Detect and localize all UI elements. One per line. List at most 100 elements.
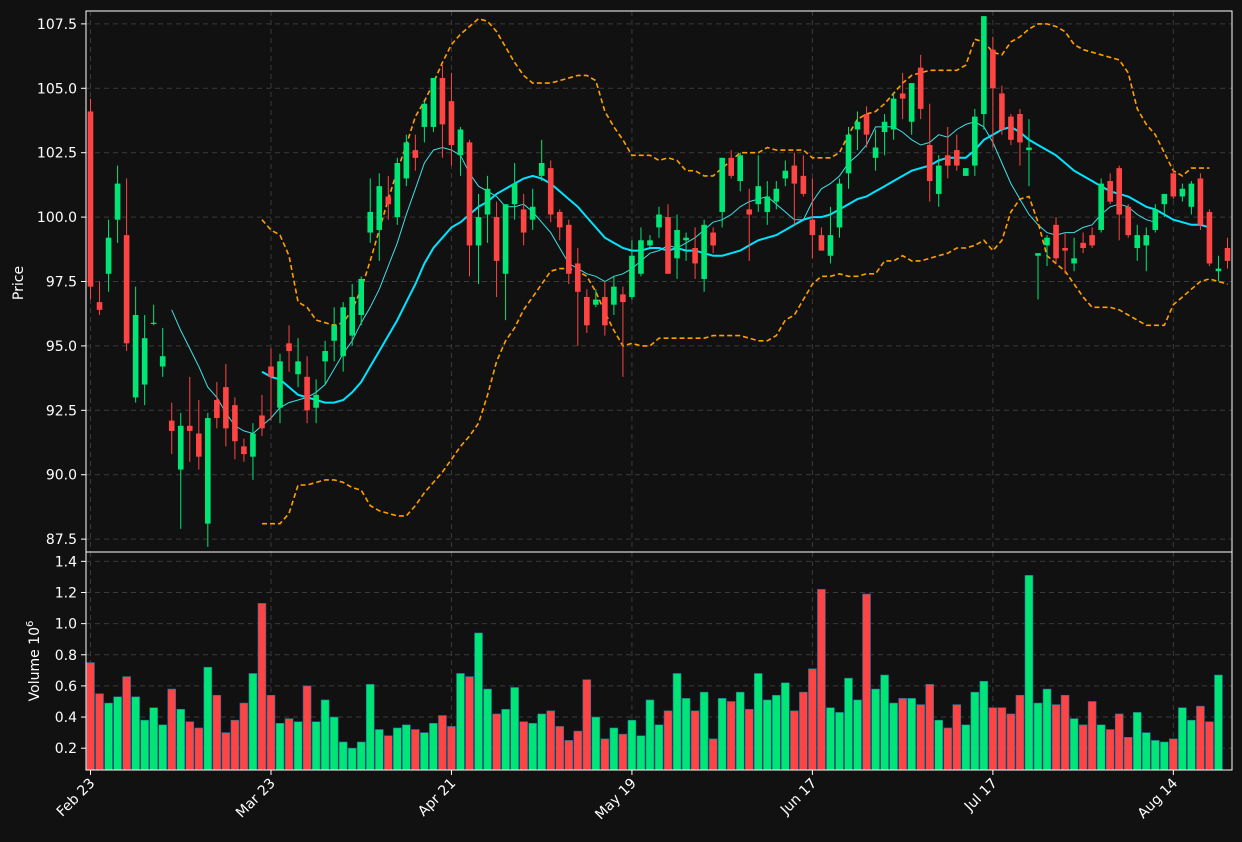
volume-bar — [149, 707, 158, 771]
candle-body — [935, 165, 942, 194]
volume-bar — [582, 679, 592, 771]
price-y-tick-label: 95.0 — [46, 339, 77, 355]
candle-body — [322, 351, 328, 362]
candle-body — [674, 229, 680, 259]
candle-body — [205, 418, 211, 524]
candle-body — [159, 356, 166, 367]
volume-bar — [86, 662, 95, 771]
x-axis-ticks: Feb 23 Mar 23 Apr 21 May 19 Jun 17 Jul 17 Aug … — [54, 770, 1181, 823]
volume-bar — [763, 699, 772, 771]
candle-body — [1206, 211, 1213, 264]
price-y-tick-label: 97.5 — [46, 275, 77, 291]
volume-bar — [284, 718, 294, 771]
volume-bar — [898, 698, 907, 771]
volume-bar — [347, 747, 357, 771]
volume-bar — [916, 704, 925, 771]
volume-bar — [943, 727, 953, 771]
candle-body — [1035, 253, 1041, 256]
volume-bar — [356, 741, 366, 771]
volume-axis-label-power: 6 — [25, 621, 36, 627]
volume-bar — [438, 715, 447, 771]
volume-bar — [302, 685, 312, 771]
candle-body — [232, 405, 238, 442]
volume-bar — [293, 721, 303, 771]
candle-body — [665, 217, 671, 274]
candle-body — [385, 196, 392, 205]
candle-body — [1017, 114, 1023, 143]
volume-bar — [275, 722, 285, 771]
candle-body — [448, 101, 455, 145]
x-tick-label: May 19 — [592, 776, 640, 824]
x-tick-label: Jul 17 — [961, 776, 1001, 816]
volume-bar — [510, 687, 519, 771]
candle-body — [358, 278, 365, 315]
volume-y-tick-label: 1.0 — [55, 617, 77, 633]
volume-bar — [772, 694, 781, 771]
volume-bar — [799, 691, 808, 771]
candle-body — [764, 196, 771, 212]
bollinger-upper-line — [261, 17, 1210, 327]
x-tick-label: Mar 23 — [233, 776, 279, 822]
price-grid — [86, 11, 1232, 552]
candle-body — [241, 446, 247, 455]
candle-body — [827, 235, 834, 256]
price-y-tick-label: 92.5 — [46, 403, 77, 419]
candle-body — [999, 93, 1005, 130]
candle-body — [1152, 209, 1159, 230]
volume-bar — [483, 688, 492, 771]
candle-body — [349, 296, 355, 336]
volume-bar — [374, 729, 384, 771]
candle-body — [854, 121, 861, 130]
volume-axis-label: Volume 106 — [25, 621, 43, 702]
volume-bar — [338, 741, 348, 771]
volume-bar — [122, 676, 131, 771]
candle-body — [520, 209, 527, 233]
volume-y-tick-label: 0.6 — [55, 679, 77, 695]
volume-bar — [420, 732, 429, 771]
volume-bar — [384, 735, 393, 771]
volume-bar — [753, 673, 763, 771]
volume-bar — [465, 676, 474, 771]
candle-body — [331, 325, 337, 341]
volume-bar — [708, 738, 718, 771]
candle-body — [1170, 173, 1177, 197]
candle-body — [791, 165, 798, 184]
volume-bar — [1187, 719, 1196, 771]
sma-fast-line — [171, 121, 1156, 435]
volume-bar — [1042, 688, 1052, 771]
candle-body — [881, 121, 888, 133]
candle-body — [863, 114, 870, 135]
volume-bar — [528, 722, 537, 771]
volume-bar — [844, 677, 853, 771]
volume-bar — [1060, 694, 1070, 771]
volume-bar — [402, 724, 411, 771]
candle-body — [277, 361, 283, 408]
x-tick-label: Jun 17 — [777, 776, 820, 819]
volume-bar — [519, 721, 528, 771]
candle-body — [1080, 242, 1086, 249]
volume-bar — [1024, 575, 1034, 771]
candle-body — [647, 240, 653, 246]
candle-body — [1089, 235, 1095, 246]
volume-y-tick-label: 0.4 — [55, 710, 77, 726]
volume-bar — [925, 684, 934, 771]
volume-bar — [411, 729, 420, 771]
volume-bar — [1132, 712, 1142, 771]
sma-slow-line — [261, 125, 1210, 404]
volume-bar — [1114, 713, 1124, 771]
candle-body — [611, 286, 617, 305]
candle-body — [1044, 237, 1050, 246]
volume-bar — [961, 724, 971, 771]
candle-body — [737, 155, 744, 182]
volume-bar — [1096, 724, 1106, 771]
volume-bar — [979, 680, 989, 771]
volume-bar — [907, 698, 916, 771]
volume-bar — [862, 593, 871, 771]
candle-body — [132, 314, 139, 398]
candle-body — [683, 237, 689, 241]
volume-bar — [654, 724, 664, 771]
volume-bar — [781, 682, 790, 771]
volume-y-tick-label: 1.2 — [55, 585, 77, 601]
candle-body — [439, 77, 446, 125]
x-tick-label: Feb 23 — [54, 776, 99, 821]
